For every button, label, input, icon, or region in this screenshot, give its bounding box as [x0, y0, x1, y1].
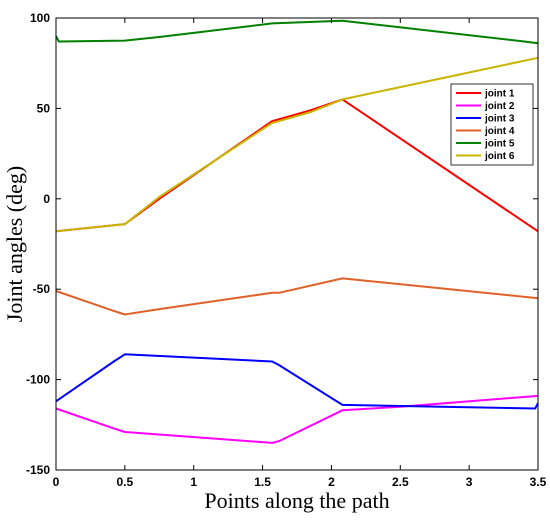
x-tick-label: 0.5 — [117, 475, 134, 489]
y-tick-label: 0 — [43, 192, 50, 206]
y-tick-label: 100 — [30, 11, 50, 25]
legend-label: joint 3 — [484, 114, 515, 125]
plot-frame — [55, 17, 539, 471]
x-tick-label: 3.5 — [530, 475, 547, 489]
x-tick-label: 0 — [53, 475, 60, 489]
x-tick-label: 1.5 — [254, 475, 271, 489]
legend-label: joint 1 — [484, 89, 515, 100]
y-tick-label: -150 — [26, 463, 50, 477]
series-line-joint-2 — [55, 394, 539, 444]
x-axis-title: Points along the path — [204, 488, 389, 513]
x-tick-label: 2 — [328, 475, 335, 489]
series-line-joint-5 — [55, 19, 539, 45]
legend-label: joint 2 — [484, 101, 515, 112]
y-tick-label: -100 — [26, 373, 50, 387]
legend-label: joint 4 — [484, 126, 515, 137]
y-axis-title: Joint angles (deg) — [2, 166, 27, 322]
x-tick-label: 1 — [190, 475, 197, 489]
legend-box — [450, 83, 534, 166]
series-line-joint-6 — [55, 56, 539, 233]
series-line-joint-4 — [55, 277, 539, 316]
x-tick-label: 3 — [466, 475, 473, 489]
series-line-joint-3 — [55, 353, 539, 410]
ticks-layer: 0 0.5 1 1.5 2 2.5 3 3.5 100 50 0 -50 -100 -150 — [26, 11, 547, 489]
legend-label: joint 5 — [484, 139, 515, 150]
legend-label: joint 6 — [484, 151, 515, 162]
y-tick-label: -50 — [33, 282, 51, 296]
y-tick-label: 50 — [37, 101, 51, 115]
series-lines-layer — [55, 19, 539, 444]
x-tick-label: 2.5 — [392, 475, 409, 489]
